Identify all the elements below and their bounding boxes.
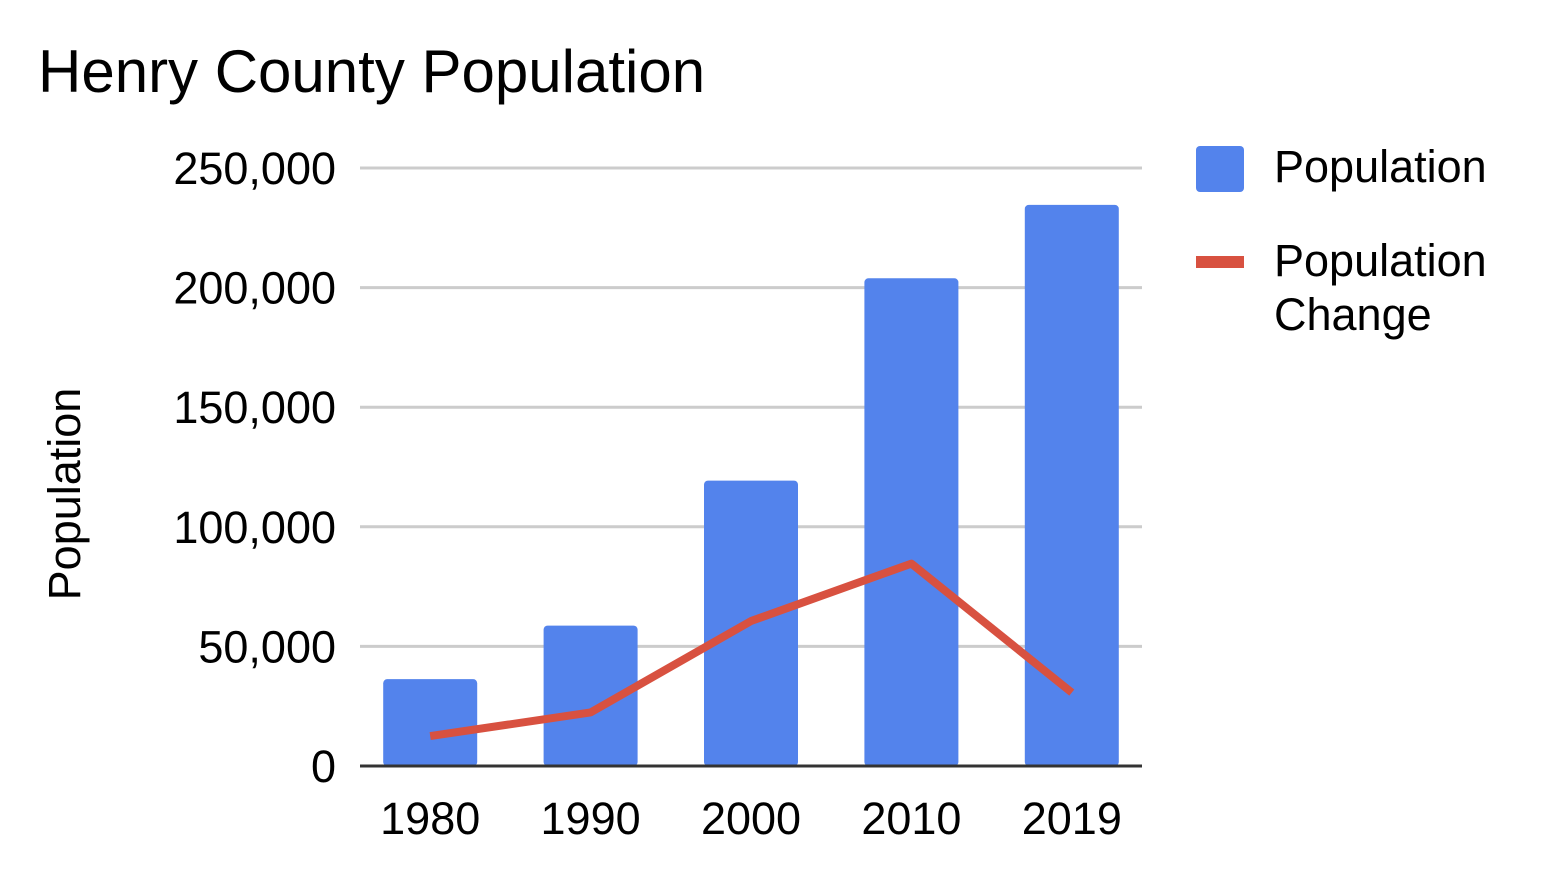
bar-2010	[864, 278, 959, 766]
x-axis-categories: 1980 1990 2000 2010 2019	[380, 793, 1122, 844]
x-tick-label: 2010	[861, 793, 961, 844]
x-tick-label: 2019	[1022, 793, 1122, 844]
y-axis-title: Population	[39, 388, 90, 601]
y-axis-ticks: 0 50,000 100,000 150,000 200,000 250,000	[173, 143, 336, 792]
legend-label-population: Population	[1274, 141, 1487, 192]
legend-swatch-population	[1196, 146, 1244, 192]
y-tick-label: 100,000	[173, 502, 336, 553]
line-series-population-change	[429, 559, 1075, 741]
legend-item-population-change: Population Change	[1196, 140, 1556, 340]
bar-series-population	[383, 204, 1119, 767]
x-tick-label: 2000	[701, 793, 801, 844]
bar-1980	[383, 679, 478, 766]
y-tick-label: 0	[311, 741, 336, 792]
y-tick-label: 50,000	[198, 621, 336, 672]
legend-label-population-change: Population Change	[1274, 235, 1487, 340]
chart-title: Henry County Population	[38, 38, 706, 105]
bar-2019	[1024, 204, 1119, 767]
bar-1990	[543, 625, 638, 766]
y-tick-label: 250,000	[173, 143, 336, 194]
y-tick-label: 150,000	[173, 382, 336, 433]
x-tick-label: 1990	[541, 793, 641, 844]
legend-swatch-population-change	[1196, 256, 1244, 268]
x-tick-label: 1980	[380, 793, 480, 844]
y-tick-label: 200,000	[173, 263, 336, 314]
